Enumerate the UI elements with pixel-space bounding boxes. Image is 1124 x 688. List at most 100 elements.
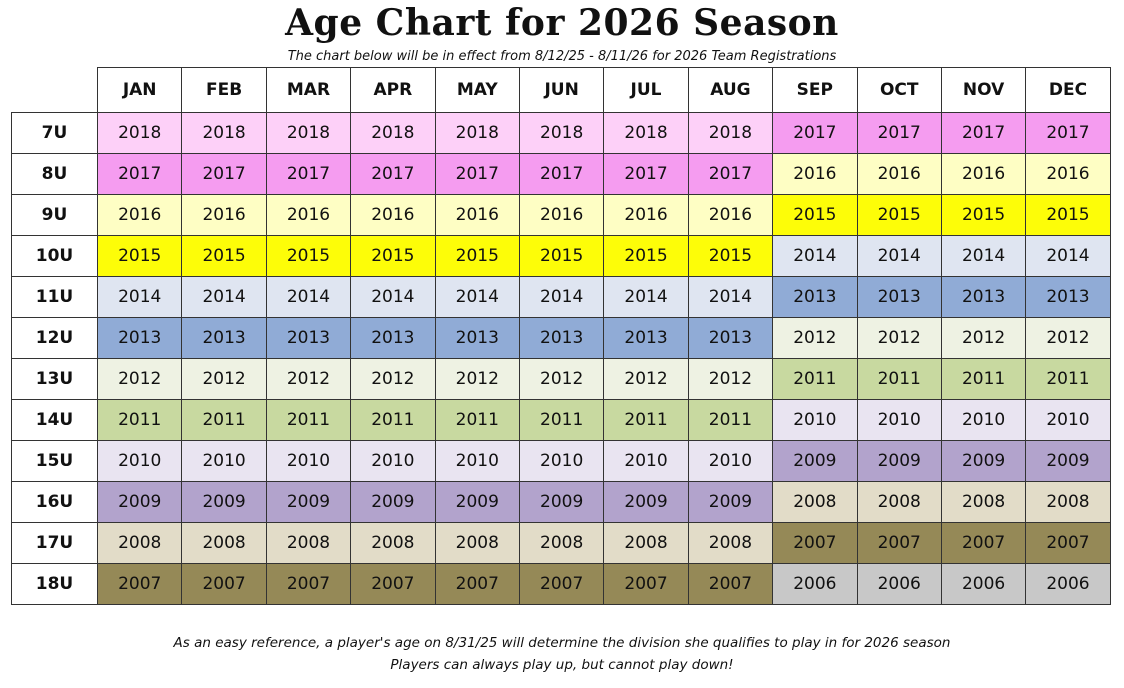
birth-year-cell: 2017: [772, 112, 858, 154]
footer-play-up-note: Players can always play up, but cannot p…: [390, 657, 734, 673]
birth-year-cell: 2017: [518, 153, 605, 195]
division-label: 9U: [11, 194, 98, 236]
birth-year-cell: 2009: [687, 481, 774, 523]
division-label: 10U: [11, 235, 98, 277]
division-row-12u: 12U 2013 2013 2013 2013 2013 2013 2013 2013 2012 2…: [11, 317, 1111, 359]
birth-year-cell: 2013: [518, 317, 605, 359]
birth-year-cell: 2008: [265, 522, 352, 564]
birth-year-cell: 2007: [96, 563, 183, 605]
page-subtitle: The chart below will be in effect from 8…: [287, 49, 837, 64]
birth-year-cell: 2010: [181, 440, 267, 482]
birth-year-cell: 2011: [96, 399, 183, 441]
birth-year-cell: 2014: [518, 276, 605, 318]
birth-year-cell: 2010: [96, 440, 183, 482]
birth-year-cell: 2006: [856, 563, 942, 605]
division-label: 7U: [11, 112, 98, 154]
birth-year-cell: 2013: [772, 276, 858, 318]
birth-year-cell: 2009: [181, 481, 267, 523]
month-header-apr: APR: [350, 67, 436, 113]
birth-year-cell: 2006: [940, 563, 1027, 605]
division-row-7u: 7U 2018 2018 2018 2018 2018 2018 2018 2018 2017 20…: [11, 112, 1111, 154]
birth-year-cell: 2014: [434, 276, 520, 318]
birth-year-cell: 2013: [856, 276, 942, 318]
birth-year-cell: 2015: [687, 235, 774, 277]
birth-year-cell: 2015: [181, 235, 267, 277]
birth-year-cell: 2016: [772, 153, 858, 195]
birth-year-cell: 2018: [518, 112, 605, 154]
birth-year-cell: 2010: [1025, 399, 1111, 441]
month-header-jan: JAN: [96, 67, 183, 113]
birth-year-cell: 2008: [350, 522, 436, 564]
birth-year-cell: 2018: [434, 112, 520, 154]
division-row-8u: 8U 2017 2017 2017 2017 2017 2017 2017 2017 2016 20…: [11, 153, 1111, 195]
birth-year-cell: 2013: [1025, 276, 1111, 318]
age-chart-table: JAN FEB MAR APR MAY JUN JUL AUG SEP OCT NOV DEC 7U 2…: [11, 67, 1111, 605]
birth-year-cell: 2016: [350, 194, 436, 236]
division-row-18u: 18U 2007 2007 2007 2007 2007 2007 2007 2007 2006 2…: [11, 563, 1111, 605]
month-header-jul: JUL: [603, 67, 689, 113]
birth-year-cell: 2010: [603, 440, 689, 482]
birth-year-cell: 2011: [434, 399, 520, 441]
birth-year-cell: 2014: [350, 276, 436, 318]
birth-year-cell: 2014: [603, 276, 689, 318]
birth-year-cell: 2012: [434, 358, 520, 400]
birth-year-cell: 2016: [1025, 153, 1111, 195]
birth-year-cell: 2011: [856, 358, 942, 400]
birth-year-cell: 2011: [518, 399, 605, 441]
birth-year-cell: 2012: [96, 358, 183, 400]
birth-year-cell: 2017: [940, 112, 1027, 154]
division-row-9u: 9U 2016 2016 2016 2016 2016 2016 2016 2016 2015 20…: [11, 194, 1111, 236]
birth-year-cell: 2010: [856, 399, 942, 441]
birth-year-cell: 2016: [181, 194, 267, 236]
birth-year-cell: 2009: [350, 481, 436, 523]
birth-year-cell: 2010: [687, 440, 774, 482]
birth-year-cell: 2011: [181, 399, 267, 441]
birth-year-cell: 2014: [772, 235, 858, 277]
division-row-11u: 11U 2014 2014 2014 2014 2014 2014 2014 2014 2013 2…: [11, 276, 1111, 318]
birth-year-cell: 2008: [940, 481, 1027, 523]
birth-year-cell: 2015: [603, 235, 689, 277]
birth-year-cell: 2007: [1025, 522, 1111, 564]
division-row-17u: 17U 2008 2008 2008 2008 2008 2008 2008 2008 2007 2…: [11, 522, 1111, 564]
birth-year-cell: 2015: [772, 194, 858, 236]
division-label: 16U: [11, 481, 98, 523]
birth-year-cell: 2009: [518, 481, 605, 523]
division-label: 18U: [11, 563, 98, 605]
birth-year-cell: 2016: [603, 194, 689, 236]
birth-year-cell: 2009: [856, 440, 942, 482]
birth-year-cell: 2007: [603, 563, 689, 605]
division-row-10u: 10U 2015 2015 2015 2015 2015 2015 2015 2015 2014 2…: [11, 235, 1111, 277]
birth-year-cell: 2016: [96, 194, 183, 236]
birth-year-cell: 2017: [181, 153, 267, 195]
birth-year-cell: 2012: [856, 317, 942, 359]
birth-year-cell: 2010: [265, 440, 352, 482]
birth-year-cell: 2014: [265, 276, 352, 318]
birth-year-cell: 2015: [350, 235, 436, 277]
birth-year-cell: 2008: [181, 522, 267, 564]
birth-year-cell: 2017: [1025, 112, 1111, 154]
birth-year-cell: 2018: [265, 112, 352, 154]
month-header-dec: DEC: [1025, 67, 1111, 113]
birth-year-cell: 2007: [772, 522, 858, 564]
birth-year-cell: 2010: [940, 399, 1027, 441]
division-label: 12U: [11, 317, 98, 359]
birth-year-cell: 2010: [434, 440, 520, 482]
month-header-may: MAY: [434, 67, 520, 113]
birth-year-cell: 2012: [687, 358, 774, 400]
birth-year-cell: 2009: [434, 481, 520, 523]
birth-year-cell: 2009: [265, 481, 352, 523]
division-label: 17U: [11, 522, 98, 564]
birth-year-cell: 2012: [181, 358, 267, 400]
birth-year-cell: 2011: [940, 358, 1027, 400]
footer-reference-note: As an easy reference, a player's age on …: [173, 635, 951, 651]
birth-year-cell: 2009: [772, 440, 858, 482]
birth-year-cell: 2014: [940, 235, 1027, 277]
birth-year-cell: 2016: [940, 153, 1027, 195]
birth-year-cell: 2010: [772, 399, 858, 441]
month-header-feb: FEB: [181, 67, 267, 113]
birth-year-cell: 2015: [1025, 194, 1111, 236]
birth-year-cell: 2017: [96, 153, 183, 195]
birth-year-cell: 2016: [856, 153, 942, 195]
birth-year-cell: 2008: [687, 522, 774, 564]
birth-year-cell: 2014: [181, 276, 267, 318]
